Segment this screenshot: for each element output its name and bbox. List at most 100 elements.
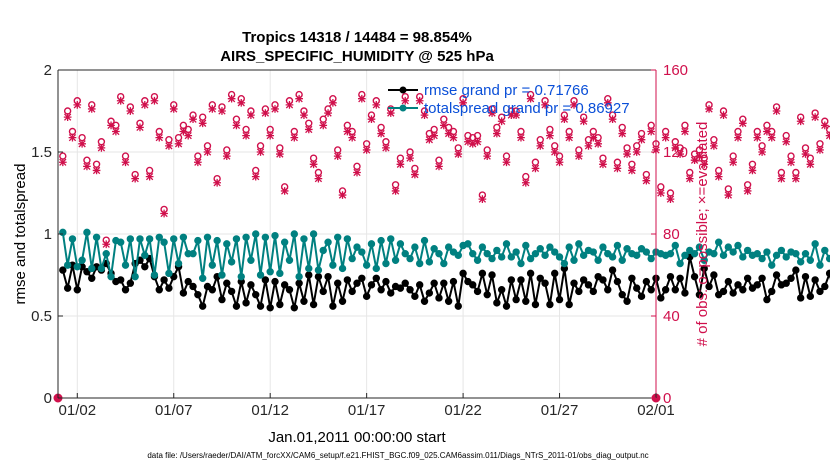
obs-evaluated-mark <box>165 142 173 150</box>
obs-evaluated-mark <box>811 113 819 121</box>
obs-evaluated-point <box>121 158 130 167</box>
rmse-point <box>671 286 679 294</box>
obs-evaluated-mark <box>690 156 699 165</box>
axes: 01/02 01/07 01/12 01/17 01/22 01/27 02/0100.51… <box>31 62 688 419</box>
rmse-point <box>710 271 718 279</box>
rmse-point <box>73 286 81 294</box>
obs-evaluated-point <box>502 158 511 167</box>
totalspread-point <box>541 251 549 260</box>
obs-evaluated-mark <box>493 129 501 138</box>
totalspread-point <box>710 249 718 258</box>
obs-evaluated-point <box>295 94 303 103</box>
rmse-point <box>261 276 270 284</box>
obs-evaluated-point <box>411 170 419 179</box>
obs-evaluated-point <box>738 119 747 128</box>
obs-possible-point <box>748 160 757 169</box>
totalspread-point <box>493 246 501 255</box>
obs-evaluated-mark <box>131 174 140 183</box>
totalspread-point <box>719 251 728 260</box>
obs-evaluated-mark <box>78 139 86 148</box>
obs-evaluated-mark <box>382 144 390 152</box>
totalspread-point <box>280 238 289 246</box>
rmse-point <box>324 272 332 281</box>
totalspread-point <box>681 251 689 260</box>
obs-evaluated-mark <box>594 139 602 148</box>
obs-evaluated-point <box>58 158 67 167</box>
obs-evaluated-point <box>271 105 279 113</box>
rmse-point <box>806 292 815 301</box>
obs-evaluated-mark <box>189 115 197 124</box>
totalspread-point <box>59 228 67 237</box>
obs-evaluated-mark <box>714 172 723 181</box>
totalspread-point <box>478 243 487 251</box>
rmse-point <box>338 297 347 305</box>
obs-possible-point <box>816 140 824 148</box>
totalspread-point <box>613 241 622 250</box>
rmse-point <box>266 304 274 312</box>
obs-evaluated-mark <box>261 109 270 117</box>
obs-evaluated-mark <box>820 121 829 130</box>
totalspread-line <box>61 232 830 279</box>
line-series <box>59 228 830 312</box>
rmse-point <box>121 286 130 294</box>
obs-evaluated-point <box>579 117 588 126</box>
obs-evaluated-mark <box>647 127 656 136</box>
rmse-point <box>165 284 173 292</box>
totalspread-point <box>464 240 472 248</box>
obs-evaluated-point <box>174 139 183 148</box>
obs-evaluated-point <box>343 127 352 136</box>
rmse-point <box>478 269 487 278</box>
rmse-point <box>690 272 699 281</box>
obs-evaluated-mark <box>546 131 554 140</box>
obs-evaluated-point <box>266 131 275 140</box>
obs-evaluated-point <box>401 96 410 105</box>
obs-evaluated-mark <box>719 111 728 119</box>
rmse-point <box>657 294 665 302</box>
rmse-point <box>623 297 631 305</box>
totalspread-point <box>714 238 723 246</box>
obs-evaluated-mark <box>314 174 323 183</box>
obs-evaluated-point <box>256 148 265 156</box>
rmse-point <box>353 279 361 287</box>
obs-evaluated-point <box>531 164 540 173</box>
obs-evaluated-point <box>468 139 477 148</box>
obs-evaluated-point <box>247 111 255 119</box>
obs-evaluated-mark <box>685 174 694 183</box>
rmse-point <box>796 294 805 302</box>
obs-evaluated-mark <box>266 131 275 140</box>
obs-evaluated-point <box>801 150 810 158</box>
legend-totalspread-label: totalspread grand pr = 0.86927 <box>424 100 630 117</box>
totalspread-point <box>102 249 110 258</box>
obs-evaluated-mark <box>83 162 91 171</box>
obs-evaluated-mark <box>256 148 265 156</box>
obs-evaluated-mark <box>174 139 183 148</box>
rmse-point <box>695 290 704 299</box>
obs-evaluated-mark <box>338 191 347 199</box>
rmse-point <box>300 297 308 305</box>
rmse-point <box>189 282 197 291</box>
rmse-point <box>579 276 588 284</box>
totalspread-point <box>676 259 684 268</box>
rmse-point <box>305 271 313 279</box>
obs-evaluated-point <box>415 96 424 105</box>
rmse-point <box>358 274 366 282</box>
obs-evaluated-mark <box>734 133 742 142</box>
obs-evaluated-point <box>714 172 723 181</box>
obs-evaluated-point <box>92 166 101 175</box>
obs-evaluated-mark <box>777 174 786 183</box>
obs-evaluated-point <box>729 158 738 167</box>
obs-evaluated-mark <box>411 170 419 179</box>
obs-evaluated-point <box>444 129 453 138</box>
obs-possible-point <box>729 152 737 160</box>
rmse-point <box>753 281 761 289</box>
totalspread-point <box>671 241 679 250</box>
rmse-point <box>247 281 255 289</box>
obs-evaluated-mark <box>656 189 665 197</box>
obs-evaluated-mark <box>420 111 429 119</box>
totalspread-point <box>329 261 337 269</box>
obs-evaluated-point <box>488 109 496 117</box>
rmse-point <box>661 286 670 294</box>
totalspread-point <box>68 235 77 243</box>
obs-evaluated-point <box>623 150 631 158</box>
obs-evaluated-mark <box>396 160 405 169</box>
